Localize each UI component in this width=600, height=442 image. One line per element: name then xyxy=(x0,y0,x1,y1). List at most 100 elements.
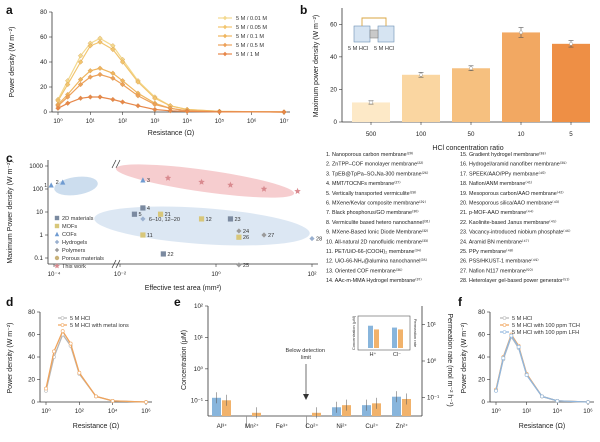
panel-c-cof-band xyxy=(54,176,98,196)
panel-c-ref-left: 7. Black phosphorus/GO membrane⁽³⁰⁾ xyxy=(326,210,419,216)
panel-e-category-label: Cu²⁺ xyxy=(365,423,378,430)
panel-c-point-label: 21 xyxy=(165,212,171,218)
panel-c-legend-label: COFs xyxy=(62,232,77,238)
panel-c-ref-left: 4. MMT/TOCNFs membrane⁽²⁷⁾ xyxy=(326,181,401,187)
panel-a-point xyxy=(65,81,71,88)
panel-e-ylabel2: Permeation rate (mol m⁻² h⁻¹) xyxy=(446,313,453,406)
panel-f-point xyxy=(540,394,544,399)
panel-c-legend-label: Hydrogels xyxy=(62,240,87,246)
panel-b-xtick-label: 5 xyxy=(569,131,573,138)
panel-a-point xyxy=(119,59,126,65)
panel-e-bar xyxy=(212,397,221,416)
panel-c-legend-marker xyxy=(54,263,60,269)
panel-f-letter: f xyxy=(458,295,463,309)
panel-a-legend-label: 5 M / 0.1 M xyxy=(236,34,264,40)
panel-c-point-label: 4 xyxy=(147,206,150,212)
panel-c-literature-band xyxy=(94,206,310,246)
panel-b-bar xyxy=(402,74,440,122)
panel-f-legend-label: 5 M HCl with 100 ppm TCH xyxy=(512,323,580,329)
panel-c-point xyxy=(131,211,138,217)
panel-f-line-2 xyxy=(495,333,589,403)
panel-b-xtick-label: 500 xyxy=(366,131,377,138)
panel-d-ytick-label: 60 xyxy=(28,332,35,339)
panel-d-legend-marker xyxy=(60,323,65,327)
panel-a-x-ticks: 10⁰ 10¹ 10² 10³ 10⁴ 10⁵ 10⁶ 10⁷ xyxy=(53,112,289,125)
panel-c-point xyxy=(157,211,164,217)
panel-c-ref-right: 28. Heterolayer gel-based power generato… xyxy=(460,278,569,284)
panel-c-ref-left: 13. Oriented COF membrane⁽³⁶⁾ xyxy=(326,268,402,274)
panel-e-y2-ticks: 10⁻¹ 10⁰ 10¹ xyxy=(422,321,439,402)
panel-f-xtick-label: 10⁰ xyxy=(491,408,501,415)
panel-b-mean-marker xyxy=(569,42,573,46)
panel-e-y2tick-label: 10⁰ xyxy=(427,358,437,365)
panel-f-line-3 xyxy=(495,334,589,403)
panel-f-xtick-label: 10² xyxy=(522,408,531,415)
panel-c-legend: 2D materials MOFs COFs Hydrogels Polymers Por… xyxy=(54,215,104,270)
panel-e-ytick-label: 10¹ xyxy=(194,334,203,341)
panel-c-xtick-label: 10⁰ xyxy=(211,271,221,278)
panel-f-x-ticks: 10⁰ 10² 10⁴ 10⁶ xyxy=(491,402,593,415)
panel-a-ytick-label: 80 xyxy=(40,9,47,16)
panel-a-point xyxy=(55,105,61,111)
panel-a-point xyxy=(77,53,84,59)
panel-c-point-label: 26 xyxy=(243,235,249,241)
panel-c-legend-marker xyxy=(54,239,60,245)
panel-f-point xyxy=(586,400,590,404)
panel-c-point-label: 3 xyxy=(147,178,150,184)
panel-c-legend-label: 2D materials xyxy=(62,216,94,222)
panel-c-point xyxy=(140,177,146,183)
panel-c-ref-right: 24. Aramid BN membrane⁽⁴⁷⁾ xyxy=(460,239,529,245)
panel-c-ref-left: 1. Nanoporous carbon membrane⁽²⁰⁾ xyxy=(326,152,413,158)
panel-c-point xyxy=(227,181,234,188)
panel-e-bar xyxy=(372,403,381,416)
panel-a-ytick-label: 0 xyxy=(44,109,48,116)
panel-e-category-label: Al³⁺ xyxy=(217,423,228,430)
inset-bar xyxy=(398,329,403,348)
inset-right-cell xyxy=(377,25,395,43)
panel-e-ylabel: Concentration (μM) xyxy=(181,330,188,390)
panel-c-legend-label: MOFs xyxy=(62,224,77,230)
panel-d-letter: d xyxy=(6,295,13,309)
panel-c-point xyxy=(140,232,146,238)
panel-b-bar xyxy=(502,32,540,122)
panel-f-legend-marker xyxy=(502,316,507,320)
panel-c-ref-left: 3. TpEB@TpPa–SO₃Na-300 membrane⁽²⁶⁾ xyxy=(326,171,428,177)
panel-c-ref-right: 27. Nafion N117 membrane⁽⁵⁰⁾ xyxy=(460,268,533,274)
panel-d-ytick-label: 20 xyxy=(28,377,35,384)
panel-b-ytick-label: 40 xyxy=(330,54,337,61)
panel-e-ytick-label: 10⁰ xyxy=(194,366,204,373)
inset-bar xyxy=(368,325,373,348)
panel-c-point xyxy=(236,262,242,268)
panel-a-xtick-label: 10⁴ xyxy=(182,118,192,125)
panel-a-legend-marker xyxy=(222,15,228,21)
panel-e-category-label: Fe³⁺ xyxy=(276,423,289,430)
panel-a-legend-marker xyxy=(222,51,228,57)
panel-d-legend-label: 5 M HCl with metal ions xyxy=(70,323,129,329)
inset-x-label: Cl⁻ xyxy=(393,352,401,358)
panel-e-annotation: Below detection limit xyxy=(285,348,326,361)
panel-a-point xyxy=(135,93,141,99)
panel-c-point-label: 2 xyxy=(56,180,59,186)
panel-d-point xyxy=(52,349,56,354)
panel-c-xtick-label: 10² xyxy=(308,271,317,278)
panel-a-legend-marker xyxy=(222,42,228,48)
panel-c-point-label: 11 xyxy=(147,233,153,239)
panel-d: d 80 60 40 20 0 10⁰ 10² 10⁴ 10⁶ Power density (… xyxy=(6,295,152,430)
inset-ylabel2: Permeation rate xyxy=(413,319,418,348)
panel-e-category-label: Co²⁺ xyxy=(305,423,318,430)
panel-a-point xyxy=(77,95,84,101)
panel-a-point xyxy=(119,81,126,88)
panel-c-ref-right: 19. Mesoporous carbon/AAO membrane⁽⁴²⁾ xyxy=(460,191,564,197)
panel-d-ytick-label: 40 xyxy=(28,354,35,361)
panel-b-mean-marker xyxy=(519,30,523,35)
panel-a-legend-label: 5 M / 0.5 M xyxy=(236,43,264,49)
panel-a-line-1 xyxy=(57,37,285,113)
inset-wire xyxy=(361,17,387,26)
panel-e-bar xyxy=(402,398,411,416)
panel-c-legend-marker xyxy=(54,215,60,221)
panel-f-legend-label: 5 M HCl xyxy=(512,316,532,322)
panel-a-point xyxy=(167,108,173,114)
inset-ylabel: Concentration (μM) xyxy=(351,315,356,350)
